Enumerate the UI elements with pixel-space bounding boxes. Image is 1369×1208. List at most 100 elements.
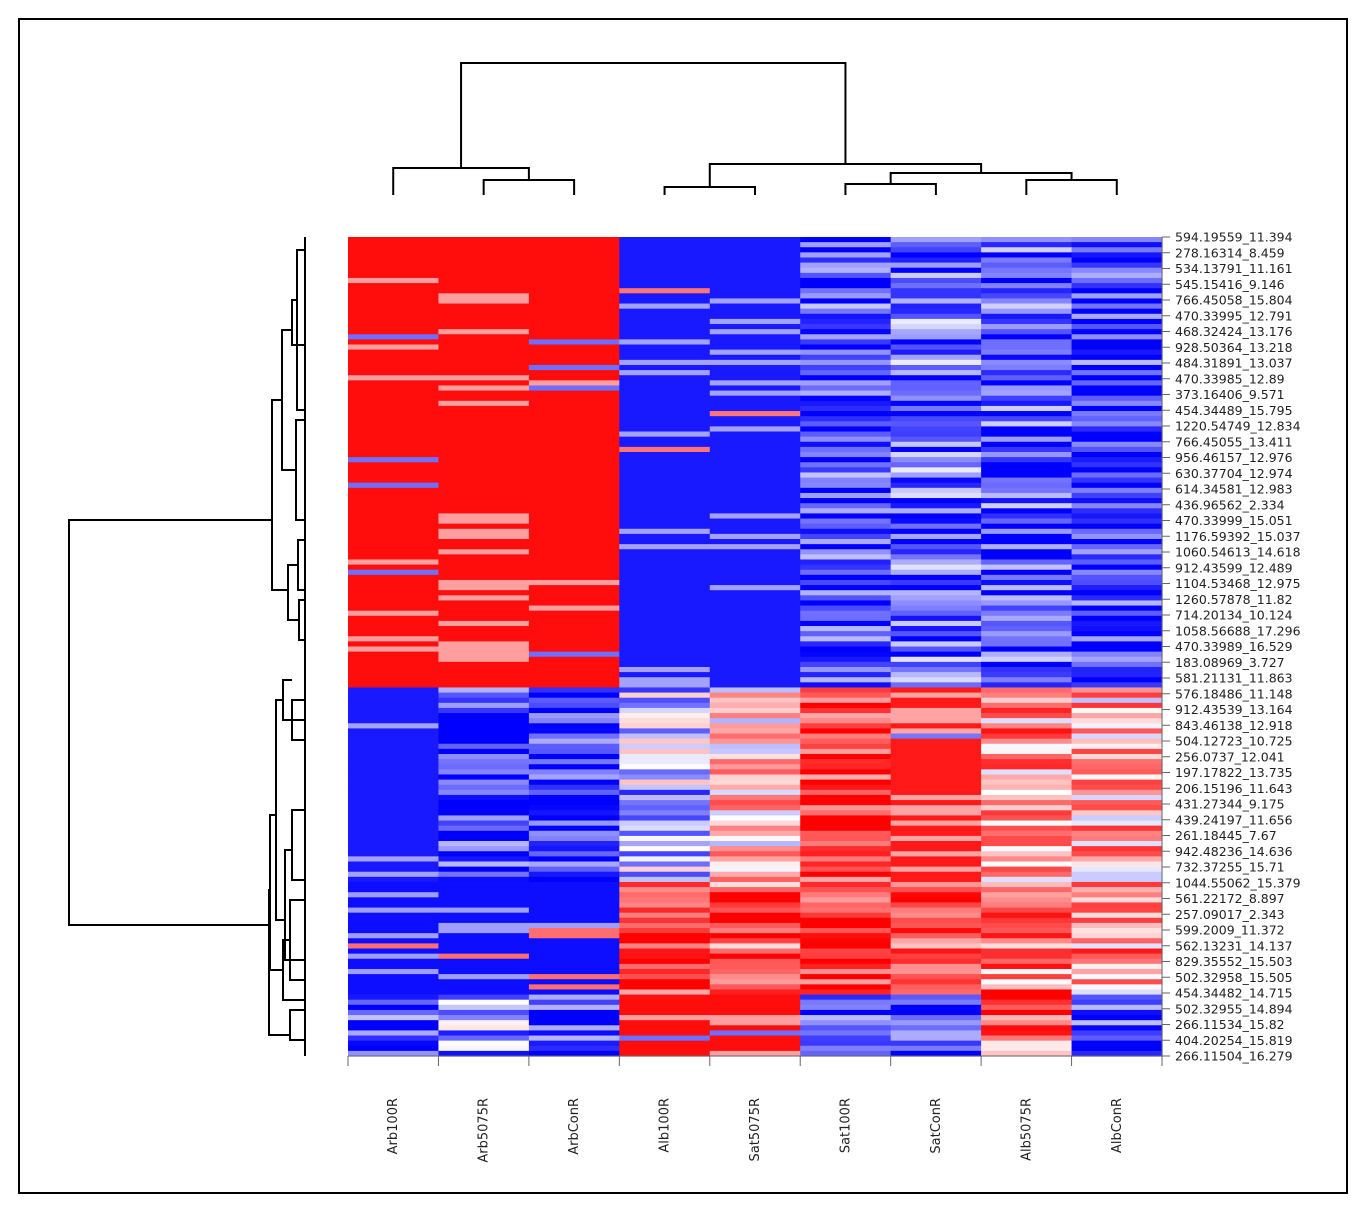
heatmap-cell: [528, 738, 620, 745]
heatmap-cell: [438, 523, 530, 530]
heatmap-cell: [438, 687, 530, 694]
heatmap-cell: [890, 677, 982, 683]
heatmap-cell: [800, 800, 892, 806]
heatmap-cell: [800, 887, 892, 893]
row-label: 1060.54613_14.618: [1175, 545, 1301, 560]
heatmap-cell: [348, 446, 440, 453]
heatmap-cell: [528, 421, 620, 427]
heatmap-cell: [1071, 999, 1163, 1006]
heatmap-cell: [981, 436, 1073, 443]
heatmap-cell: [709, 636, 801, 642]
heatmap-cell: [981, 989, 1073, 996]
heatmap-cell: [438, 902, 530, 909]
heatmap-cell: [619, 1045, 711, 1052]
heatmap-cell: [438, 472, 530, 479]
heatmap-cell: [348, 938, 440, 944]
heatmap-cell: [438, 789, 530, 796]
heatmap-cell: [1071, 815, 1163, 822]
heatmap-cell: [619, 1030, 711, 1037]
heatmap-cell: [1071, 753, 1163, 760]
heatmap-cell: [619, 743, 711, 750]
heatmap-cell: [438, 457, 530, 463]
heatmap-cell: [800, 846, 892, 852]
heatmap-cell: [348, 753, 440, 760]
heatmap-cell: [1071, 462, 1163, 468]
heatmap-cell: [528, 1004, 620, 1011]
heatmap-cell: [348, 692, 440, 699]
heatmap-cell: [438, 661, 530, 668]
heatmap-cell: [528, 907, 620, 914]
heatmap-cell: [619, 979, 711, 985]
heatmap-cell: [438, 989, 530, 996]
heatmap-cell: [981, 713, 1073, 719]
heatmap-cell: [981, 585, 1073, 591]
heatmap-cell: [528, 912, 620, 919]
heatmap-cell: [981, 539, 1073, 545]
heatmap-cell: [619, 835, 711, 842]
heatmap-cell: [890, 329, 982, 335]
heatmap-cell: [438, 293, 530, 300]
heatmap-cell: [800, 359, 892, 366]
heatmap-cell: [890, 298, 982, 305]
heatmap-cell: [1071, 523, 1163, 530]
row-label: 562.13231_14.137: [1175, 938, 1293, 953]
heatmap-cell: [800, 272, 892, 279]
heatmap-cell: [438, 841, 530, 847]
heatmap-cell: [981, 897, 1073, 904]
heatmap-cell: [348, 349, 440, 356]
row-label: 206.15196_11.643: [1175, 781, 1293, 796]
heatmap-cell: [438, 272, 530, 279]
heatmap-cell: [438, 257, 530, 264]
heatmap-cell: [981, 272, 1073, 279]
heatmap-cell: [528, 1035, 620, 1042]
heatmap-cell: [1071, 651, 1163, 658]
heatmap-cell: [800, 426, 892, 433]
heatmap-cell: [981, 830, 1073, 837]
heatmap-cell: [348, 999, 440, 1006]
heatmap-cell: [348, 528, 440, 535]
heatmap-cell: [800, 881, 892, 888]
column-label: AlbConR: [1110, 1098, 1125, 1153]
heatmap-cell: [709, 313, 801, 320]
row-label: 266.11504_16.279: [1175, 1049, 1293, 1064]
heatmap-cell: [1071, 748, 1163, 755]
heatmap-cell: [348, 666, 440, 673]
heatmap-cell: [890, 789, 982, 796]
heatmap-cell: [528, 298, 620, 305]
heatmap-cell: [348, 887, 440, 893]
heatmap-cell: [800, 825, 892, 832]
heatmap-cell: [619, 370, 711, 376]
heatmap-cell: [348, 902, 440, 909]
heatmap-cell: [619, 247, 711, 253]
heatmap-cell: [890, 380, 982, 387]
column-label: Sat100R: [838, 1098, 853, 1153]
heatmap-cell: [348, 472, 440, 479]
heatmap-cell: [1071, 984, 1163, 991]
heatmap-cell: [528, 968, 620, 975]
heatmap-cell: [709, 830, 801, 837]
column-label: Alb5075R: [1019, 1098, 1034, 1161]
heatmap-cell: [981, 922, 1073, 929]
heatmap-cell: [981, 743, 1073, 750]
heatmap-cell: [981, 416, 1073, 422]
dendrogram-link: [281, 329, 296, 471]
heatmap-cell: [528, 1020, 620, 1026]
heatmap-cell: [528, 477, 620, 484]
heatmap-cell: [981, 446, 1073, 453]
heatmap-cell: [438, 487, 530, 494]
heatmap-cell: [800, 830, 892, 837]
heatmap-cell: [981, 288, 1073, 294]
heatmap-cell: [981, 554, 1073, 561]
heatmap-cell: [348, 851, 440, 857]
heatmap-cell: [709, 697, 801, 704]
heatmap-cell: [890, 262, 982, 269]
heatmap-cell: [890, 759, 982, 765]
heatmap-cell: [709, 329, 801, 335]
heatmap-cell: [709, 257, 801, 264]
heatmap-cell: [619, 539, 711, 545]
heatmap-cell: [800, 318, 892, 325]
heatmap-cell: [709, 482, 801, 489]
heatmap-cell: [981, 646, 1073, 653]
heatmap-cell: [890, 503, 982, 509]
heatmap-cell: [800, 1045, 892, 1052]
